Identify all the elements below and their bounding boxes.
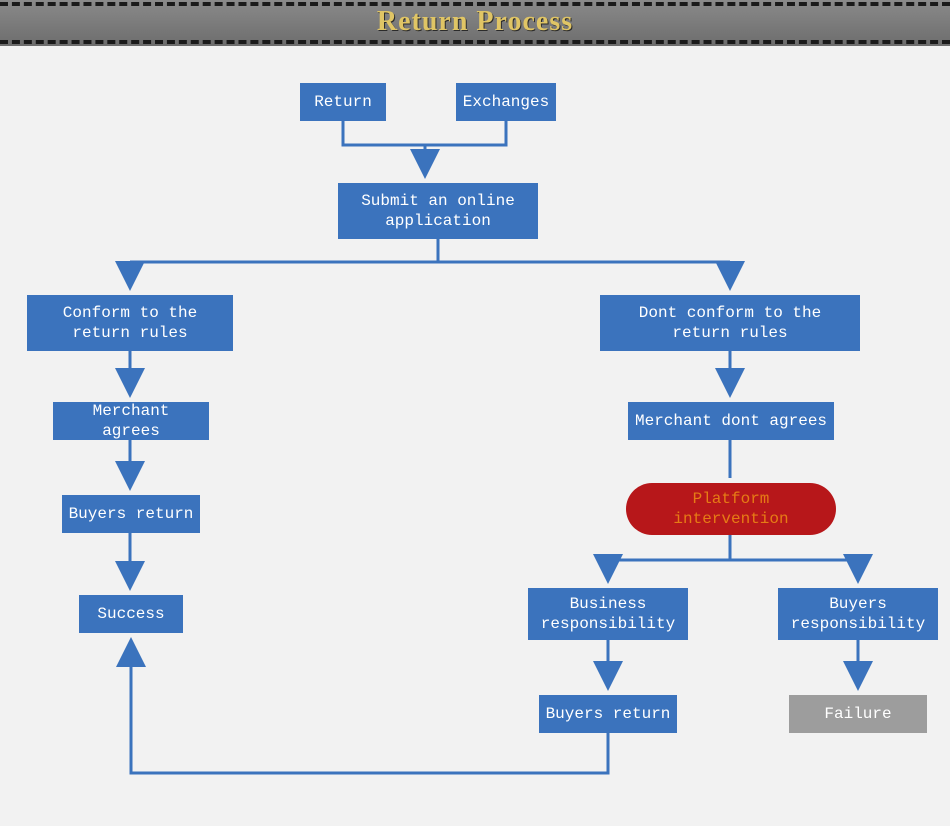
node-failure: Failure [789,695,927,733]
node-business-responsibility: Business responsibility [528,588,688,640]
node-exchanges: Exchanges [456,83,556,121]
node-submit-application: Submit an online application [338,183,538,239]
node-merchant-agrees: Merchant agrees [53,402,209,440]
node-success: Success [79,595,183,633]
node-conform-rules: Conform to the return rules [27,295,233,351]
node-platform-intervention: Platform intervention [626,483,836,535]
node-buyers-return-left: Buyers return [62,495,200,533]
node-dont-conform-rules: Dont conform to the return rules [600,295,860,351]
page-title: Return Process [0,6,950,38]
node-return: Return [300,83,386,121]
node-merchant-dont-agrees: Merchant dont agrees [628,402,834,440]
header-bar: Return Process [0,0,950,46]
node-buyers-responsibility: Buyers responsibility [778,588,938,640]
node-buyers-return-right: Buyers return [539,695,677,733]
